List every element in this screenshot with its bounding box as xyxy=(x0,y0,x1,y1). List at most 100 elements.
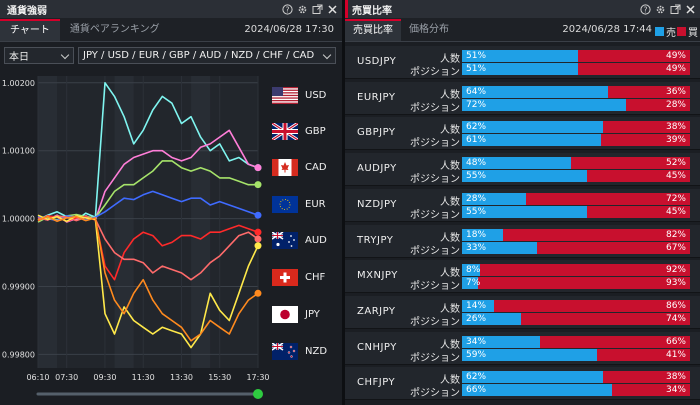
ratio-row[interactable]: TRYJPY 人数 18% 82% ポジション 33% 67% xyxy=(345,224,700,258)
buy-percent: 45% xyxy=(665,206,686,217)
buy-percent: 74% xyxy=(665,313,686,324)
legend-jpy[interactable]: JPY xyxy=(272,305,320,323)
position-ratio-bar: 55% 45% xyxy=(462,170,690,183)
end-dot-nzd xyxy=(254,289,262,297)
legend-cad[interactable]: CAD xyxy=(272,158,327,176)
sell-fill xyxy=(462,192,526,205)
ratio-row[interactable]: CHFJPY 人数 62% 38% ポジション 66% 34% xyxy=(345,367,700,401)
sell-percent: 72% xyxy=(466,99,487,110)
buy-percent: 45% xyxy=(665,171,686,182)
time-slider-handle[interactable] xyxy=(253,389,263,399)
gear-icon[interactable] xyxy=(296,3,308,15)
sell-fill xyxy=(462,121,604,134)
position-ratio-bar: 55% 45% xyxy=(462,205,690,218)
chevron-down-icon xyxy=(60,50,70,59)
accent-stripe xyxy=(345,0,348,18)
sell-percent: 62% xyxy=(466,372,487,383)
x-tick-label: 09:30 xyxy=(93,373,116,382)
people-ratio-bar: 8% 92% xyxy=(462,264,690,277)
ratio-row[interactable]: CNHJPY 人数 34% 66% ポジション 59% 41% xyxy=(345,331,700,365)
popout-icon[interactable] xyxy=(669,3,681,15)
ratio-row[interactable]: ZARJPY 人数 14% 86% ポジション 26% 74% xyxy=(345,295,700,329)
panel-title: 売買比率 xyxy=(352,5,392,17)
currency-select[interactable]: JPY / USD / EUR / GBP / AUD / NZD / CHF … xyxy=(78,46,336,64)
position-label: ポジション xyxy=(410,102,460,114)
chevron-down-icon xyxy=(322,50,332,59)
legend-label-eur: EUR xyxy=(305,198,326,210)
people-label: 人数 xyxy=(440,125,460,137)
people-ratio-bar: 18% 82% xyxy=(462,228,690,241)
buy-percent: 41% xyxy=(665,349,686,360)
series-line-aud xyxy=(37,215,259,281)
sell-percent: 28% xyxy=(466,193,487,204)
popout-icon[interactable] xyxy=(311,3,323,15)
end-dot-chf xyxy=(254,235,262,243)
people-line: 人数 34% 66% xyxy=(345,335,700,351)
pair-label: CNHJPY xyxy=(357,341,397,353)
period-select[interactable]: 本日 xyxy=(4,46,74,64)
legend-nzd[interactable]: NZD xyxy=(272,342,327,360)
help-icon[interactable]: ? xyxy=(281,3,293,15)
position-line: ポジション 26% 74% xyxy=(345,312,700,328)
legend-label-gbp: GBP xyxy=(305,125,326,137)
people-label: 人数 xyxy=(440,268,460,280)
help-icon[interactable]: ? xyxy=(639,3,651,15)
people-label: 人数 xyxy=(440,232,460,244)
buy-percent: 86% xyxy=(665,300,686,311)
buy-percent: 39% xyxy=(665,135,686,146)
sell-fill xyxy=(462,50,579,62)
buy-percent: 52% xyxy=(665,158,686,169)
people-ratio-bar: 62% 38% xyxy=(462,121,690,134)
close-icon[interactable] xyxy=(684,3,696,15)
cad-flag-icon xyxy=(272,158,298,176)
position-label: ポジション xyxy=(410,245,460,257)
tab-pair-ranking[interactable]: 通貨ペアランキング xyxy=(69,24,160,35)
ratio-row[interactable]: AUDJPY 人数 48% 52% ポジション 55% 45% xyxy=(345,153,700,187)
sell-fill xyxy=(462,134,602,147)
close-icon[interactable] xyxy=(326,3,338,15)
legend-label-jpy: JPY xyxy=(305,308,320,320)
y-tick-label: 1.00200 xyxy=(2,79,35,88)
time-band xyxy=(191,76,211,368)
sell-percent: 48% xyxy=(466,158,487,169)
people-line: 人数 62% 38% xyxy=(345,371,700,386)
left-tabbar: チャート 通貨ペアランキング 2024/06/28 17:30 xyxy=(0,18,342,42)
ratio-row[interactable]: NZDJPY 人数 28% 72% ポジション 55% 45% xyxy=(345,188,700,222)
svg-text:?: ? xyxy=(643,5,647,14)
x-tick-label: 11:30 xyxy=(132,373,155,382)
sell-percent: 51% xyxy=(466,64,487,74)
tab-trade-ratio[interactable]: 売買比率 xyxy=(345,19,401,41)
tab-chart[interactable]: チャート xyxy=(0,19,60,41)
ratio-row[interactable]: GBPJPY 人数 62% 38% ポジション 61% 39% xyxy=(345,117,700,151)
y-tick-label: 0.99900 xyxy=(2,283,35,292)
tab-price-distribution[interactable]: 価格分布 xyxy=(409,24,449,35)
people-label: 人数 xyxy=(440,161,460,173)
legend-usd[interactable]: USD xyxy=(272,86,326,104)
sell-fill xyxy=(462,348,597,361)
sell-percent: 26% xyxy=(466,313,487,324)
people-line: 人数 8% 92% xyxy=(345,264,700,280)
legend-gbp[interactable]: GBP xyxy=(272,122,326,140)
position-label: ポジション xyxy=(410,138,460,150)
sell-fill xyxy=(462,299,494,312)
aud-flag-icon xyxy=(272,231,298,249)
position-line: ポジション 61% 39% xyxy=(345,134,700,150)
legend-chf[interactable]: CHF xyxy=(272,268,325,286)
sell-percent: 33% xyxy=(466,242,487,253)
position-ratio-bar: 72% 28% xyxy=(462,98,690,111)
ratio-row[interactable]: EURJPY 人数 64% 36% ポジション 72% 28% xyxy=(345,81,700,115)
ratio-row[interactable]: USDJPY 人数 51% 49% ポジション 51% 49% xyxy=(345,46,700,79)
ratio-row[interactable]: MXNJPY 人数 8% 92% ポジション 7% 93% xyxy=(345,260,700,294)
filter-row: 本日 JPY / USD / EUR / GBP / AUD / NZD / C… xyxy=(0,44,342,66)
position-label: ポジション xyxy=(410,388,460,400)
gear-icon[interactable] xyxy=(654,3,666,15)
legend-aud[interactable]: AUD xyxy=(272,231,327,249)
position-label: ポジション xyxy=(410,174,460,186)
buy-percent: 66% xyxy=(665,336,686,347)
panel-divider[interactable] xyxy=(342,0,345,405)
sell-percent: 7% xyxy=(466,278,481,289)
buy-percent: 38% xyxy=(665,372,686,383)
position-ratio-bar: 61% 39% xyxy=(462,134,690,147)
legend-buy-label: 買 xyxy=(688,28,698,39)
legend-eur[interactable]: EUR xyxy=(272,195,326,213)
